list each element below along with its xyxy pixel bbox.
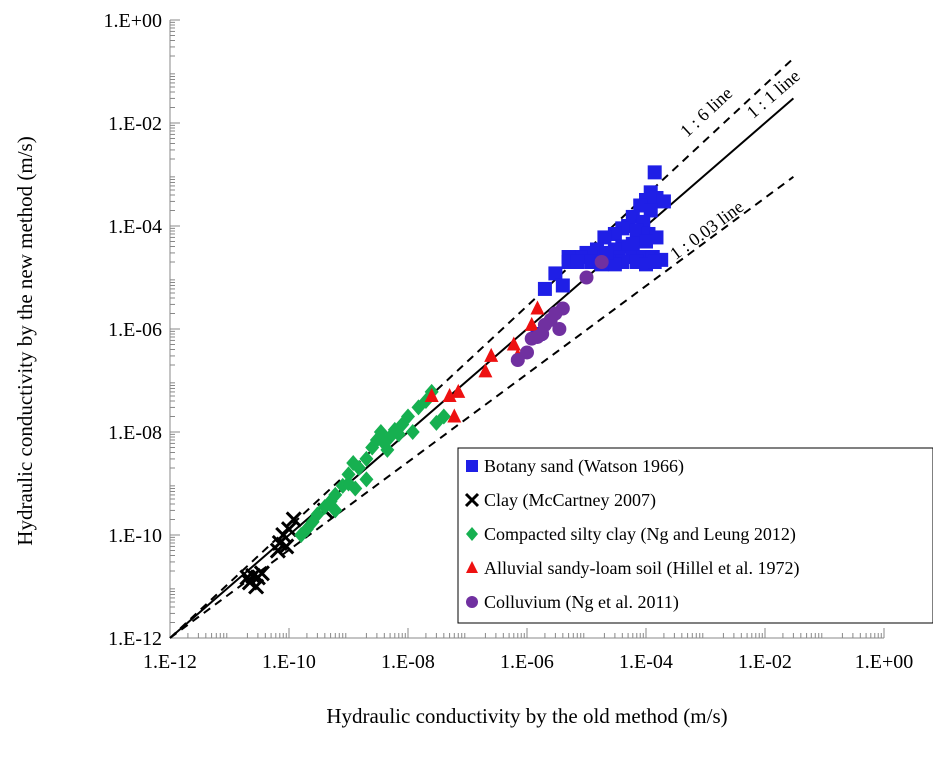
data-point-diamond: [380, 441, 395, 458]
legend-label: Colluvium (Ng et al. 2011): [484, 592, 679, 613]
x-tick-label: 1.E-10: [262, 651, 316, 673]
data-point-diamond: [348, 480, 363, 497]
data-point-triangle: [451, 383, 466, 398]
data-point-triangle: [447, 408, 462, 423]
y-tick-label: 1.E-12: [108, 628, 162, 650]
reference-line: [169, 176, 794, 639]
data-point-square: [643, 203, 658, 218]
series-group: [530, 165, 671, 341]
legend-label: Botany sand (Watson 1966): [484, 456, 684, 477]
data-point-circle: [510, 353, 525, 368]
y-tick-label: 1.E-04: [108, 216, 162, 238]
data-point-triangle: [506, 336, 521, 351]
data-point-diamond: [405, 424, 420, 440]
data-point-circle: [579, 270, 594, 285]
legend-box: [457, 447, 933, 624]
y-tick-label: 1.E-08: [108, 422, 162, 444]
data-point-square: [656, 194, 671, 209]
data-point-diamond: [391, 426, 406, 443]
data-point-triangle: [484, 347, 499, 362]
data-point-diamond: [328, 486, 343, 503]
data-point-square: [629, 223, 644, 238]
data-point-square: [537, 281, 552, 296]
data-point-square: [647, 165, 662, 180]
data-point-square: [597, 230, 612, 245]
legend-label: Clay (McCartney 2007): [484, 490, 656, 511]
data-point-diamond: [401, 408, 415, 425]
data-point-circle: [524, 331, 539, 346]
data-point-triangle: [530, 300, 545, 315]
data-point-square: [570, 254, 585, 269]
data-point-diamond: [351, 459, 366, 476]
x-tick-label: 1.E-08: [381, 651, 435, 673]
axes: 1.E-12 1.E-10 1.E-08 1.E-06 1.E-04 1.E-02 1.E+…: [104, 10, 914, 673]
data-point-triangle: [424, 388, 439, 403]
series-group: [239, 502, 333, 595]
data-point-x: [285, 511, 302, 528]
legend-marker: [466, 527, 478, 541]
reference-line-label: 1 : 1 line: [743, 66, 804, 123]
data-point-triangle: [524, 316, 539, 331]
data-point-triangle: [478, 363, 493, 378]
legend-marker: [466, 561, 478, 573]
legend-label: Compacted silty clay (Ng and Leung 2012): [484, 524, 796, 545]
x-tick-label: 1.E+00: [855, 651, 914, 673]
legend-marker: [464, 492, 480, 508]
reference-line: [169, 57, 795, 639]
data-point-circle: [552, 322, 567, 336]
data-point-square: [607, 257, 622, 272]
data-point-diamond: [359, 471, 374, 488]
series-group: [510, 254, 609, 368]
x-tick-label: 1.E-04: [619, 651, 673, 673]
data-marks: [239, 165, 671, 595]
legend-label: Alluvial sandy-loam soil (Hillel et al. …: [484, 558, 799, 579]
data-point-x: [278, 538, 295, 555]
data-point-diamond: [359, 450, 374, 467]
x-tick-label: 1.E-06: [500, 651, 554, 673]
y-axis-title: Hydraulic conductivity by the new method…: [13, 136, 37, 545]
legend-marker: [466, 596, 478, 608]
x-axis-title: Hydraulic conductivity by the old method…: [326, 704, 727, 728]
data-point-diamond: [328, 502, 343, 519]
y-tick-label: 1.E-02: [108, 113, 162, 135]
data-point-triangle: [442, 388, 457, 403]
data-point-square: [555, 278, 570, 293]
legend: Botany sand (Watson 1966) Clay (McCartney…: [457, 447, 933, 624]
data-point-diamond: [341, 466, 356, 483]
y-tick-label: 1.E-10: [108, 525, 162, 547]
data-point-square: [639, 234, 653, 249]
data-point-x: [239, 569, 256, 586]
reference-line-label: 1 : 0.03 line: [666, 196, 747, 263]
data-point-diamond: [310, 506, 325, 523]
data-point-square: [548, 266, 563, 281]
reference-line-label: 1 : 6 line: [676, 83, 736, 141]
y-tick-label: 1.E+00: [104, 10, 163, 32]
x-tick-label: 1.E-02: [738, 651, 792, 673]
legend-marker: [466, 460, 478, 472]
data-point-square: [647, 254, 662, 269]
data-point-circle: [594, 254, 609, 269]
x-tick-label: 1.E-12: [143, 651, 197, 673]
series-group: [424, 300, 545, 423]
data-point-diamond: [436, 408, 451, 425]
y-tick-label: 1.E-06: [108, 319, 162, 341]
data-point-x: [269, 542, 286, 559]
